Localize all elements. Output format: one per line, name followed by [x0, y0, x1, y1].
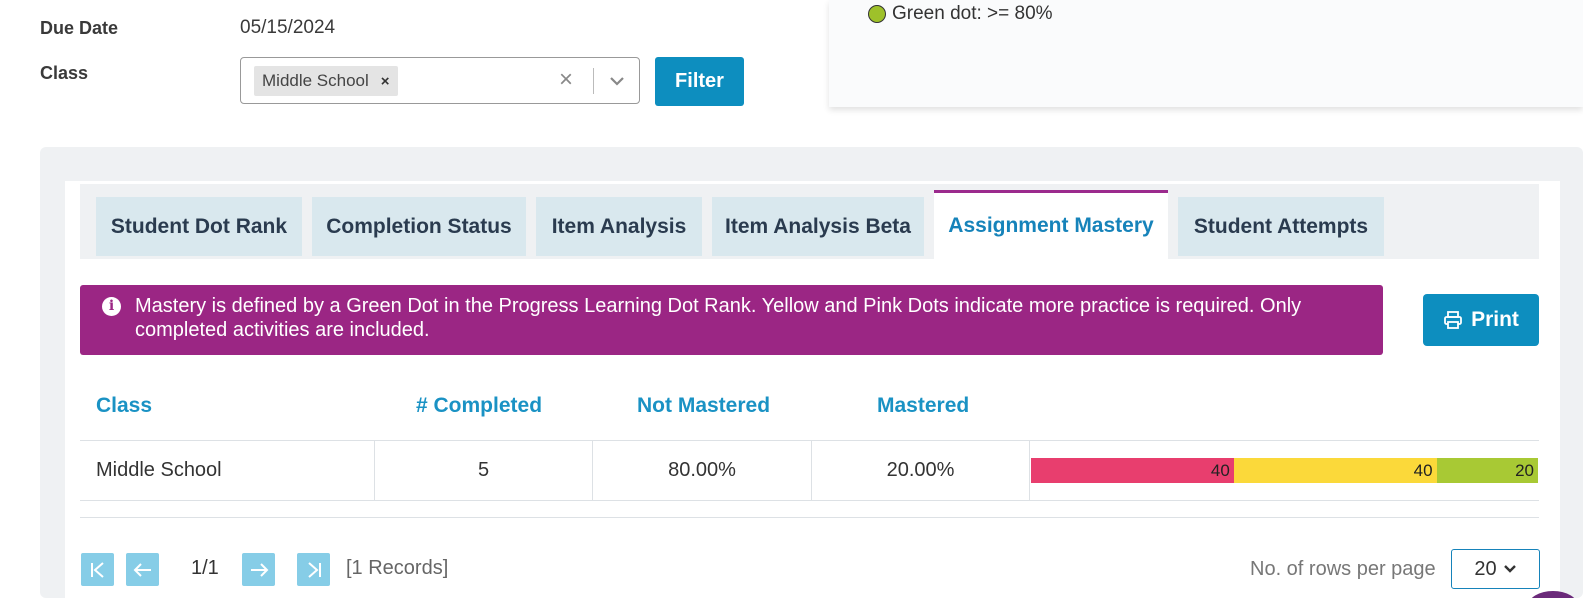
clear-icon[interactable]: ×	[559, 66, 574, 93]
table-bottom-line	[80, 517, 1539, 518]
green-dot-icon	[868, 5, 886, 23]
header-class[interactable]: Class	[96, 394, 153, 417]
banner-text: Mastery is defined by a Green Dot in the…	[135, 295, 1302, 341]
header-mastered[interactable]: Mastered	[877, 394, 970, 417]
arrow-right-icon	[250, 562, 268, 577]
cell-mastered: 20.00%	[812, 440, 1030, 500]
cell-not-mastered: 80.00%	[593, 440, 812, 500]
arrow-left-icon	[133, 562, 151, 577]
tab-student-attempts[interactable]: Student Attempts	[1178, 197, 1384, 256]
chip-remove-icon[interactable]: ×	[380, 72, 390, 90]
header-not-mastered[interactable]: Not Mastered	[637, 394, 771, 417]
mastery-info-banner: i Mastery is defined by a Green Dot in t…	[80, 285, 1383, 355]
first-page-icon	[90, 561, 104, 578]
mastery-bar-segment: 40	[1031, 458, 1234, 483]
cell-class: Middle School	[80, 440, 375, 500]
tab-item-analysis[interactable]: Item Analysis	[536, 197, 702, 256]
info-icon: i	[102, 297, 121, 316]
row-divider	[80, 440, 1539, 441]
mastery-bar: 40 40 20	[1031, 458, 1538, 483]
printer-icon	[1444, 311, 1462, 329]
mastery-bar-segment: 40	[1233, 458, 1437, 483]
cell-completed: 5	[375, 440, 593, 500]
legend-green: Green dot: >= 80%	[868, 3, 1053, 25]
due-date-label: Due Date	[40, 18, 119, 38]
header-completed[interactable]: # Completed	[416, 394, 543, 417]
class-chip: Middle School ×	[254, 66, 398, 96]
tab-student-dot-rank[interactable]: Student Dot Rank	[96, 197, 302, 256]
class-chip-label: Middle School	[262, 71, 369, 90]
tab-assignment-mastery[interactable]: Assignment Mastery	[934, 190, 1168, 259]
last-page-icon	[307, 561, 321, 578]
next-page-button[interactable]	[242, 553, 275, 586]
page-indicator: 1/1	[191, 557, 219, 579]
records-count: [1 Records]	[346, 557, 449, 579]
class-label: Class	[40, 63, 89, 83]
rows-per-page-value: 20	[1474, 557, 1497, 580]
tab-completion-status[interactable]: Completion Status	[312, 197, 526, 256]
prev-page-button[interactable]	[126, 553, 159, 586]
chevron-down-icon	[1503, 565, 1516, 573]
print-button[interactable]: Print	[1423, 294, 1539, 346]
rows-per-page-select[interactable]: 20	[1451, 549, 1540, 589]
rows-per-page-label: No. of rows per page	[1250, 558, 1436, 580]
row-divider	[80, 500, 1539, 501]
select-separator	[593, 68, 594, 94]
due-date-value: 05/15/2024	[240, 17, 336, 38]
mastery-bar-segment: 20	[1436, 458, 1538, 483]
class-select[interactable]: Middle School × ×	[240, 57, 640, 104]
chevron-down-icon[interactable]	[607, 71, 627, 91]
print-label: Print	[1471, 308, 1519, 331]
last-page-button[interactable]	[297, 553, 330, 586]
first-page-button[interactable]	[81, 553, 114, 586]
tab-item-analysis-beta[interactable]: Item Analysis Beta	[712, 197, 924, 256]
help-widget[interactable]	[1528, 591, 1578, 598]
legend-green-text: Green dot: >= 80%	[892, 3, 1053, 24]
legend-card: Green dot: >= 80%	[829, 0, 1583, 107]
filter-button[interactable]: Filter	[655, 57, 744, 106]
